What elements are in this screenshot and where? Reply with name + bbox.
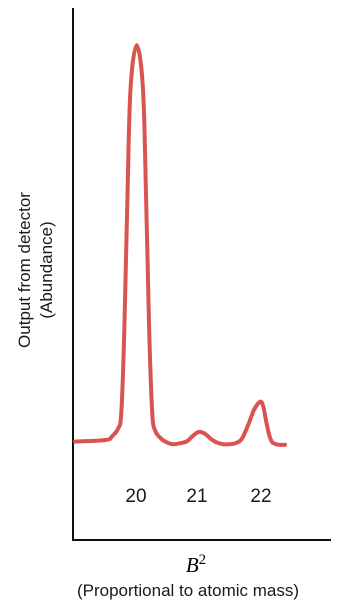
tick-label-22: 22 [250, 486, 271, 507]
tick-label-21: 21 [186, 486, 207, 507]
tick-labels: 20 21 22 [125, 486, 271, 507]
spectrum-curve [73, 43, 287, 447]
tick-label-20: 20 [125, 486, 146, 507]
y-axis-label: Output from detector (Abundance) [15, 192, 56, 348]
x-axis-caption: (Proportional to atomic mass) [77, 581, 299, 600]
y-axis-label-line2: (Abundance) [37, 221, 56, 318]
x-axis-symbol: B2 [186, 552, 206, 577]
y-axis-label-line1: Output from detector [15, 192, 34, 348]
